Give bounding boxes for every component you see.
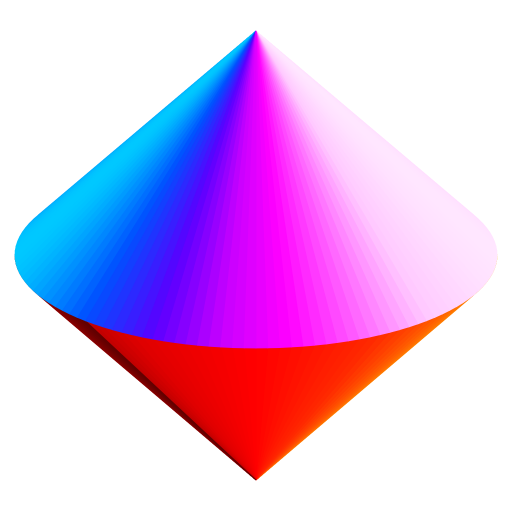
- upper-cone-facet: [243, 30, 257, 349]
- lower-cone: [14, 254, 498, 481]
- upper-cone: [14, 30, 498, 349]
